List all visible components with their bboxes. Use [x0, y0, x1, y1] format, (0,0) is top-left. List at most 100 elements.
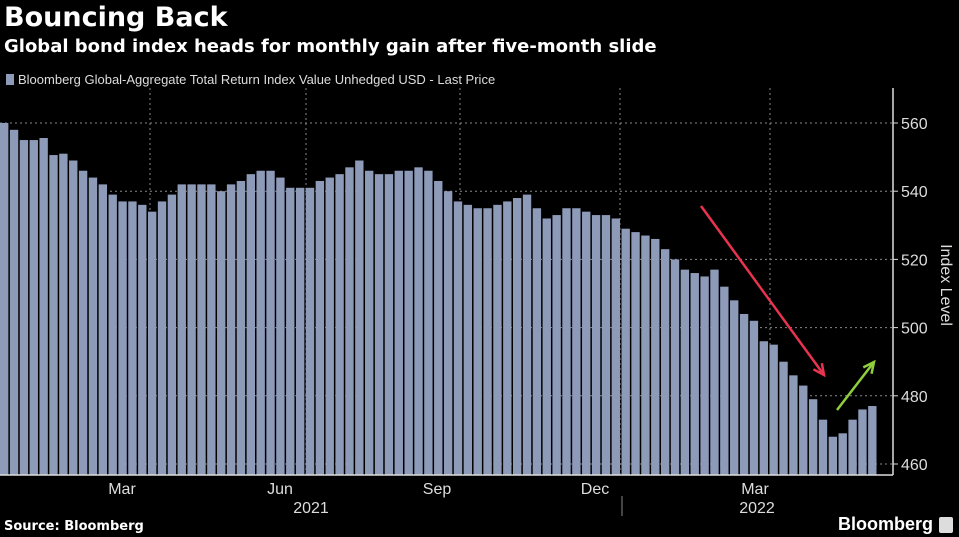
bar	[128, 201, 137, 475]
bar	[660, 249, 670, 475]
bar	[226, 184, 236, 475]
bar	[749, 320, 759, 475]
bar	[118, 201, 127, 475]
up-arrow-annotation-shaft	[836, 361, 875, 411]
bar	[759, 341, 768, 475]
bar	[315, 180, 325, 475]
bar	[720, 286, 729, 475]
logo-text: Bloomberg	[837, 514, 933, 534]
bar	[108, 194, 117, 476]
y-tick-label: 520	[901, 252, 928, 269]
bar	[532, 208, 542, 475]
bar	[680, 269, 690, 475]
bar	[552, 215, 561, 475]
bar	[848, 419, 857, 475]
up-arrow-annotation-head	[862, 359, 876, 375]
bar	[217, 191, 226, 475]
bar	[621, 228, 630, 475]
bar	[582, 211, 591, 475]
bar	[78, 170, 88, 476]
bloomberg-logo: Bloomberg	[838, 514, 953, 535]
bar	[631, 232, 640, 475]
y-tick-label: 560	[901, 116, 928, 133]
bar	[414, 167, 423, 475]
bar	[207, 184, 216, 475]
down-arrow-annotation-head	[812, 362, 826, 378]
x-tick-label: Mar	[741, 481, 769, 498]
bar	[157, 201, 167, 475]
x-tick-label: Dec	[581, 481, 609, 498]
bar	[868, 406, 877, 475]
bar	[167, 194, 177, 476]
bar	[335, 174, 344, 475]
bar	[69, 160, 78, 475]
bar	[197, 184, 206, 475]
y-axis-label: Index Level	[937, 244, 954, 326]
bar	[858, 409, 867, 475]
bar	[286, 187, 295, 476]
y-tick-label: 540	[901, 184, 928, 201]
bar	[138, 204, 147, 475]
legend-label: Bloomberg Global-Aggregate Total Return …	[18, 72, 496, 87]
year-label: 2022	[739, 500, 775, 517]
bar	[404, 170, 413, 476]
bar	[365, 170, 374, 476]
bar	[276, 177, 285, 475]
bar	[177, 184, 186, 475]
bar	[739, 313, 749, 475]
bar	[295, 187, 305, 476]
bar	[838, 433, 847, 475]
bar	[39, 138, 48, 475]
bar	[769, 344, 778, 475]
bar	[305, 187, 315, 476]
bar	[463, 204, 473, 475]
bar	[542, 218, 551, 476]
bar	[503, 201, 512, 475]
bar	[512, 198, 522, 475]
bar	[483, 208, 492, 475]
bar	[424, 170, 433, 476]
source-note: Source: Bloomberg	[4, 519, 144, 534]
bar	[651, 238, 660, 475]
bar	[710, 269, 719, 475]
bar	[690, 273, 699, 475]
year-label: 2021	[293, 500, 329, 517]
bar	[266, 170, 275, 476]
chart-title: Bouncing Back	[4, 2, 228, 33]
bar	[730, 300, 739, 475]
bar	[434, 180, 443, 475]
bar	[611, 218, 621, 476]
legend: Bloomberg Global-Aggregate Total Return …	[6, 72, 495, 87]
bar	[493, 204, 502, 475]
bar	[828, 436, 838, 475]
bar	[779, 361, 788, 475]
down-arrow-annotation	[699, 205, 826, 378]
bar	[789, 375, 798, 475]
bar	[325, 177, 334, 475]
bar	[147, 211, 157, 475]
bar	[641, 235, 650, 475]
y-tick-label: 500	[901, 321, 928, 338]
bar	[601, 215, 611, 475]
bar	[818, 419, 828, 475]
bar	[591, 215, 601, 475]
bar	[246, 174, 255, 475]
chart-subtitle: Global bond index heads for monthly gain…	[4, 36, 657, 57]
bar	[187, 184, 196, 475]
bar	[522, 194, 532, 476]
bar	[345, 167, 354, 475]
bar	[88, 177, 98, 475]
bar	[374, 174, 384, 475]
bar	[394, 170, 403, 476]
bar	[443, 191, 453, 475]
bar	[9, 129, 19, 475]
x-tick-label: Jun	[267, 481, 293, 498]
bar	[0, 123, 9, 475]
bar	[355, 160, 364, 475]
bar	[19, 140, 29, 476]
x-tick-label: Sep	[423, 481, 452, 498]
bar	[562, 208, 571, 475]
bar	[256, 170, 265, 476]
y-tick-label: 460	[901, 457, 928, 474]
